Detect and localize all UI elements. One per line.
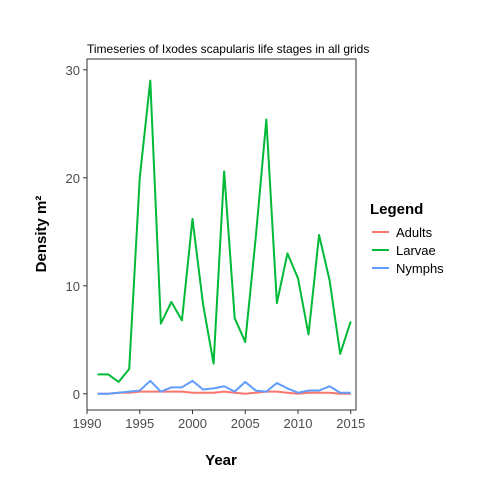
x-tick-label: 1995 [125,416,154,431]
series-line-nymphs [97,379,351,395]
legend-label: Larvae [396,243,436,258]
legend: Legend Adults Larvae Nymphs [370,201,444,276]
x-tick-label: 2005 [231,416,260,431]
legend-item-larvae: Larvae [372,243,436,258]
chart-title: Timeseries of Ixodes scapularis life sta… [87,42,369,56]
y-axis-title: Density m² [33,196,50,273]
series-line-adults [97,390,351,395]
x-tick-label: 2000 [178,416,207,431]
y-tick-label: 30 [66,63,80,78]
legend-title: Legend [370,201,423,218]
y-tick-label: 20 [66,171,80,186]
x-tick-label: 2010 [284,416,313,431]
legend-label: Nymphs [396,261,444,276]
y-tick-label: 0 [73,387,80,402]
legend-item-nymphs: Nymphs [372,261,444,276]
series-layer [97,79,352,395]
series-line-larvae [97,79,352,383]
legend-label: Adults [396,225,433,240]
x-tick-label: 2015 [336,416,365,431]
x-axis: 1990 1995 2000 2005 2010 2015 [73,410,365,431]
x-axis-title: Year [205,452,237,469]
y-axis: 0 10 20 30 [66,63,87,402]
y-tick-label: 10 [66,279,80,294]
legend-items: Adults Larvae Nymphs [372,225,444,276]
legend-item-adults: Adults [372,225,433,240]
x-tick-label: 1990 [73,416,102,431]
